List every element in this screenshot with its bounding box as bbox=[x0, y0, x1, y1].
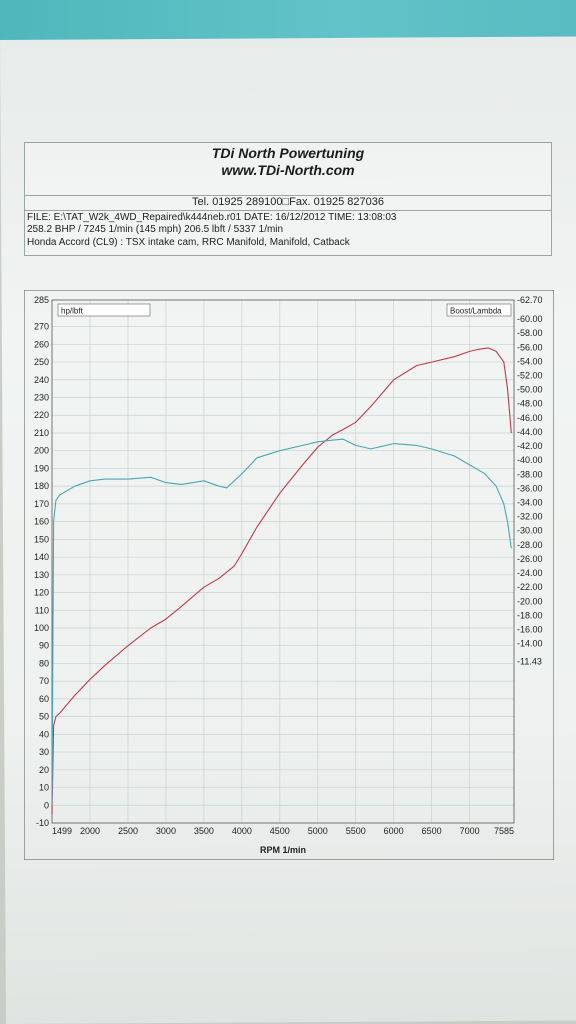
y2-tick-label: -44.00 bbox=[517, 427, 543, 437]
x-tick-label: 3500 bbox=[194, 826, 214, 836]
y-tick-label: 0 bbox=[44, 800, 49, 810]
x-axis-title: RPM 1/min bbox=[260, 845, 306, 855]
x-tick-label: 5000 bbox=[308, 826, 328, 836]
y-tick-label: 210 bbox=[34, 428, 49, 438]
y-tick-label: -10 bbox=[36, 818, 49, 828]
left-axis-box bbox=[57, 303, 151, 317]
y-tick-label: 220 bbox=[34, 410, 49, 420]
y-tick-label: 70 bbox=[39, 676, 49, 686]
header-divider bbox=[25, 210, 551, 211]
y2-tick-label: -42.00 bbox=[517, 441, 543, 451]
y2-tick-label: -32.00 bbox=[517, 512, 543, 522]
y2-tick-label: -56.00 bbox=[517, 342, 543, 352]
lbft-curve bbox=[51, 438, 512, 806]
series bbox=[51, 347, 512, 815]
x-tick-label: 7000 bbox=[460, 826, 480, 836]
left-axis-label: hp/lbft bbox=[61, 307, 84, 316]
y2-tick-label: -52.00 bbox=[517, 370, 543, 380]
y2-tick-label: -18.00 bbox=[517, 610, 543, 620]
x-tick-label: 3000 bbox=[156, 826, 176, 836]
hp-curve bbox=[51, 347, 512, 815]
y2-tick-label: -60.00 bbox=[517, 314, 543, 324]
y-tick-label: 230 bbox=[34, 393, 49, 403]
y-tick-label: 160 bbox=[34, 517, 49, 527]
y-tick-label: 90 bbox=[39, 641, 49, 651]
y-tick-label: 170 bbox=[34, 499, 49, 509]
y-tick-label: 50 bbox=[39, 712, 49, 722]
dyno-chart-svg: 1499 2000 2500 3000 3500 4000 4500 5000 5500 6000… bbox=[23, 289, 555, 861]
y2-tick-label: -50.00 bbox=[517, 385, 543, 395]
y-tick-label: 80 bbox=[39, 658, 49, 668]
y-tick-label: 180 bbox=[34, 481, 49, 491]
y-tick-label: 120 bbox=[34, 588, 49, 598]
y2-tick-label: -20.00 bbox=[517, 596, 543, 606]
y-tick-label: 200 bbox=[34, 446, 49, 456]
x-tick-label: 6500 bbox=[422, 826, 442, 836]
ticks: 1499 2000 2500 3000 3500 4000 4500 5000 5500 6000… bbox=[34, 295, 543, 836]
y2-tick-label: -14.00 bbox=[517, 639, 543, 649]
x-tick-label: 1499 bbox=[52, 826, 72, 836]
y-tick-label: 60 bbox=[39, 694, 49, 704]
right-axis-label: Boost/Lambda bbox=[450, 307, 502, 316]
header-title: TDi North Powertuning bbox=[211, 145, 365, 161]
y-tick-label: 285 bbox=[34, 295, 49, 305]
y-tick-label: 20 bbox=[39, 765, 49, 775]
y2-tick-label: -46.00 bbox=[517, 413, 543, 423]
y-tick-label: 110 bbox=[35, 605, 49, 615]
y-tick-label: 250 bbox=[34, 357, 49, 367]
file-line: FILE: E:\TAT_W2k_4WD_Repaired\k444neb.r0… bbox=[27, 212, 397, 223]
y-tick-label: 30 bbox=[39, 747, 49, 757]
x-tick-label: 6000 bbox=[384, 826, 404, 836]
y2-tick-label: -54.00 bbox=[517, 356, 543, 366]
y2-tick-label: -22.00 bbox=[517, 582, 543, 592]
x-tick-label: 2500 bbox=[118, 826, 138, 836]
header-url: www.TDi-North.com bbox=[221, 162, 355, 178]
y-tick-label: 100 bbox=[34, 623, 49, 633]
y2-tick-label: -38.00 bbox=[517, 469, 543, 479]
y-tick-label: 260 bbox=[34, 339, 49, 349]
y2-tick-label: -30.00 bbox=[517, 526, 543, 536]
y2-tick-label: -34.00 bbox=[517, 497, 543, 507]
y-tick-label: 40 bbox=[39, 729, 49, 739]
y-tick-label: 190 bbox=[34, 463, 49, 473]
y2-tick-label: -62.70 bbox=[517, 295, 543, 305]
y-tick-label: 150 bbox=[34, 534, 49, 544]
y-tick-label: 130 bbox=[34, 570, 49, 580]
x-tick-label: 2000 bbox=[80, 826, 100, 836]
grid bbox=[52, 300, 514, 823]
header-divider bbox=[25, 195, 551, 196]
y-tick-label: 140 bbox=[34, 552, 49, 562]
y2-tick-label: -11.43 bbox=[517, 657, 542, 667]
y-tick-label: 270 bbox=[34, 322, 49, 332]
y2-tick-label: -40.00 bbox=[517, 455, 543, 465]
x-tick-label: 7585 bbox=[494, 826, 514, 836]
header-box: TDi North Powertuning www.TDi-North.com … bbox=[24, 142, 552, 256]
car-line: Honda Accord (CL9) : TSX intake cam, RRC… bbox=[27, 237, 350, 248]
y-tick-label: 240 bbox=[34, 375, 49, 385]
y2-tick-label: -36.00 bbox=[517, 483, 543, 493]
y2-tick-label: -26.00 bbox=[517, 554, 543, 564]
y2-tick-label: -16.00 bbox=[517, 624, 543, 634]
power-line: 258.2 BHP / 7245 1/min (145 mph) 206.5 l… bbox=[27, 224, 284, 235]
header-contact: Tel. 01925 289100□Fax. 01925 827036 bbox=[192, 196, 384, 208]
plot-area bbox=[51, 299, 515, 824]
y2-tick-label: -28.00 bbox=[517, 540, 543, 550]
dyno-chart: 1499 2000 2500 3000 3500 4000 4500 5000 5500 6000… bbox=[23, 289, 555, 861]
y2-tick-label: -48.00 bbox=[517, 399, 543, 409]
x-tick-label: 4500 bbox=[270, 826, 290, 836]
right-axis-box bbox=[446, 303, 512, 317]
x-tick-label: 4000 bbox=[232, 826, 252, 836]
y-tick-label: 10 bbox=[39, 783, 49, 793]
y2-tick-label: -58.00 bbox=[517, 328, 543, 338]
x-tick-label: 5500 bbox=[346, 826, 366, 836]
y2-tick-label: -24.00 bbox=[517, 568, 543, 578]
